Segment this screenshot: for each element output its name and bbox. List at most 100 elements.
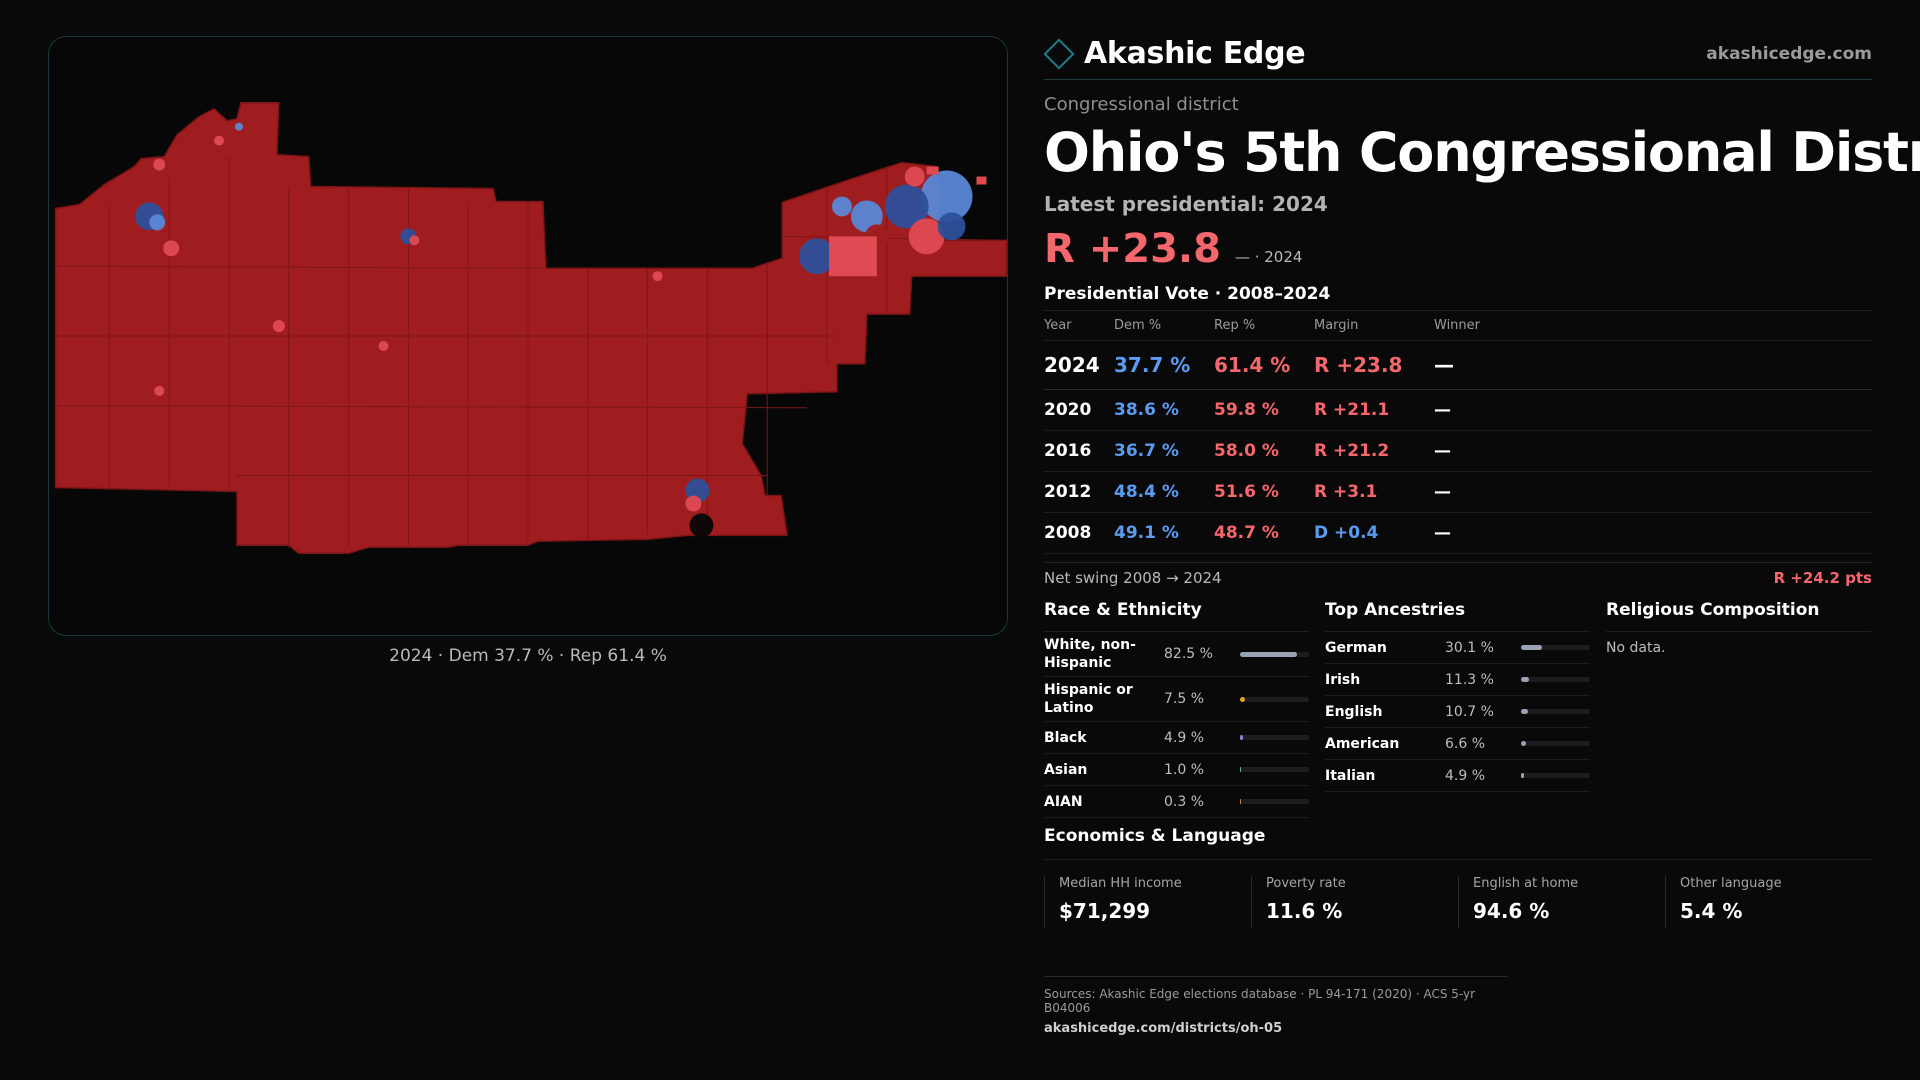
stat-label: English at home bbox=[1473, 876, 1579, 891]
precinct-cluster bbox=[272, 320, 285, 333]
col-margin: Margin bbox=[1314, 310, 1434, 341]
race-rows: White, non-Hispanic 82.5 % Hispanic or Lat… bbox=[1044, 632, 1309, 818]
dem-cell: 36.7 % bbox=[1114, 430, 1214, 472]
list-item: Italian 4.9 % bbox=[1325, 760, 1590, 792]
percent-bar bbox=[1240, 651, 1309, 657]
race-ethnicity-title: Race & Ethnicity bbox=[1044, 600, 1309, 632]
percent-bar-fill bbox=[1521, 677, 1529, 682]
item-label: AIAN bbox=[1044, 793, 1083, 810]
winner-cell: — bbox=[1434, 340, 1872, 390]
latest-presidential-label: Latest presidential: 2024 bbox=[1044, 192, 1328, 216]
headline-margin: R +23.8 — · 2024 bbox=[1044, 226, 1872, 272]
item-label: Hispanic or Latino bbox=[1044, 682, 1133, 716]
rep-cell: 51.6 % bbox=[1214, 471, 1314, 513]
dem-cell: 49.1 % bbox=[1114, 512, 1214, 554]
winner-cell: — bbox=[1434, 389, 1872, 431]
year-cell: 2020 bbox=[1044, 389, 1114, 431]
list-item: American 6.6 % bbox=[1325, 728, 1590, 760]
table-header-row: Year Dem % Rep % Margin Winner bbox=[1044, 310, 1872, 341]
precinct-cluster bbox=[153, 158, 166, 171]
percent-bar-fill bbox=[1521, 645, 1542, 650]
precinct-cluster bbox=[884, 184, 929, 229]
item-label: Asian bbox=[1044, 761, 1088, 778]
col-rep: Rep % bbox=[1214, 310, 1314, 341]
item-label: Italian bbox=[1325, 767, 1376, 784]
item-percent: 10.7 % bbox=[1445, 703, 1494, 720]
percent-bar-fill bbox=[1240, 799, 1242, 804]
winner-cell: — bbox=[1434, 430, 1872, 472]
item-percent: 30.1 % bbox=[1445, 639, 1494, 656]
ancestry-rows: German 30.1 % Irish 11.3 % English 10.7 % Amer… bbox=[1325, 632, 1590, 792]
ancestries-section: Top Ancestries German 30.1 % Irish 11.3 % En… bbox=[1325, 600, 1590, 818]
percent-bar-fill bbox=[1521, 773, 1525, 778]
net-swing-value: R +24.2 pts bbox=[1773, 568, 1872, 587]
percent-bar-fill bbox=[1240, 651, 1297, 657]
year-cell: 2016 bbox=[1044, 430, 1114, 472]
item-label: German bbox=[1325, 639, 1387, 656]
district-url-link[interactable]: akashicedge.com/districts/oh-05 bbox=[1044, 1021, 1283, 1036]
precinct-cluster bbox=[409, 235, 420, 246]
stat-poverty-rate: Poverty rate 11.6 % bbox=[1251, 876, 1458, 928]
precinct-cluster bbox=[850, 200, 883, 233]
dem-cell: 48.4 % bbox=[1114, 471, 1214, 513]
list-item: Black 4.9 % bbox=[1044, 722, 1309, 754]
list-item: Asian 1.0 % bbox=[1044, 754, 1309, 786]
list-item: English 10.7 % bbox=[1325, 696, 1590, 728]
precinct-cluster bbox=[149, 214, 166, 231]
religion-empty: No data. bbox=[1606, 640, 1666, 656]
percent-bar bbox=[1521, 645, 1590, 650]
precinct-cluster bbox=[234, 122, 243, 131]
table-row: 2012 48.4 % 51.6 % R +3.1— bbox=[1044, 471, 1872, 513]
race-ethnicity-section: Race & Ethnicity White, non-Hispanic 82.5… bbox=[1044, 600, 1309, 818]
brand-url-link[interactable]: akashicedge.com bbox=[1706, 43, 1872, 64]
precinct-cluster bbox=[937, 212, 966, 241]
demographics: Race & Ethnicity White, non-Hispanic 82.5… bbox=[1044, 600, 1872, 818]
county-line bbox=[55, 405, 808, 409]
district-shape bbox=[54, 102, 1007, 555]
precinct-cluster bbox=[904, 166, 925, 187]
percent-bar-fill bbox=[1240, 767, 1242, 772]
rep-cell: 59.8 % bbox=[1214, 389, 1314, 431]
table-row: 2008 49.1 % 48.7 % D +0.4— bbox=[1044, 512, 1872, 554]
stat-value: $71,299 bbox=[1059, 899, 1151, 923]
precinct-block bbox=[828, 236, 877, 277]
map-caption: 2024 · Dem 37.7 % · Rep 61.4 % bbox=[389, 646, 667, 666]
stat-median-income: Median HH income $71,299 bbox=[1044, 876, 1251, 928]
precinct-cluster bbox=[163, 240, 180, 257]
percent-bar bbox=[1521, 677, 1590, 682]
economics-stats: Median HH income $71,299 Poverty rate 11… bbox=[1044, 876, 1872, 928]
brand[interactable]: Akashic Edge bbox=[1043, 36, 1306, 71]
list-item: Hispanic or Latino 7.5 % bbox=[1044, 677, 1309, 722]
list-item: German 30.1 % bbox=[1325, 632, 1590, 664]
margin-cell: D +0.4 bbox=[1314, 512, 1434, 554]
headline-margin-value: R +23.8 bbox=[1044, 226, 1221, 272]
item-percent: 82.5 % bbox=[1164, 646, 1213, 662]
percent-bar bbox=[1240, 799, 1309, 804]
table-row: 2020 38.6 % 59.8 % R +21.1— bbox=[1044, 389, 1872, 431]
item-percent: 7.5 % bbox=[1164, 691, 1205, 707]
stat-label: Median HH income bbox=[1059, 876, 1182, 891]
precinct-block bbox=[926, 166, 939, 175]
margin-cell: R +21.1 bbox=[1314, 389, 1434, 431]
precinct-cluster bbox=[154, 385, 165, 396]
precinct-cluster bbox=[652, 271, 663, 282]
rep-cell: 61.4 % bbox=[1214, 340, 1314, 390]
precinct-cluster bbox=[378, 340, 389, 351]
district-map[interactable] bbox=[48, 36, 1008, 636]
year-cell: 2024 bbox=[1044, 340, 1114, 390]
year-cell: 2012 bbox=[1044, 471, 1114, 513]
net-swing-label: Net swing 2008 → 2024 bbox=[1044, 568, 1222, 587]
stat-label: Other language bbox=[1680, 876, 1782, 891]
col-winner: Winner bbox=[1434, 310, 1872, 341]
table-row: 2024 37.7 % 61.4 % R +23.8— bbox=[1044, 340, 1872, 390]
table-row: 2016 36.7 % 58.0 % R +21.2— bbox=[1044, 430, 1872, 472]
percent-bar bbox=[1240, 696, 1309, 702]
headline-margin-note: — · 2024 bbox=[1234, 248, 1303, 266]
header: Akashic Edge akashicedge.com bbox=[1043, 34, 1872, 80]
ancestries-title: Top Ancestries bbox=[1325, 600, 1590, 632]
precinct-cluster bbox=[685, 495, 702, 512]
col-dem: Dem % bbox=[1114, 310, 1214, 341]
precinct-cluster bbox=[908, 218, 945, 255]
item-label: White, non-Hispanic bbox=[1044, 637, 1136, 671]
item-label: Irish bbox=[1325, 671, 1361, 688]
